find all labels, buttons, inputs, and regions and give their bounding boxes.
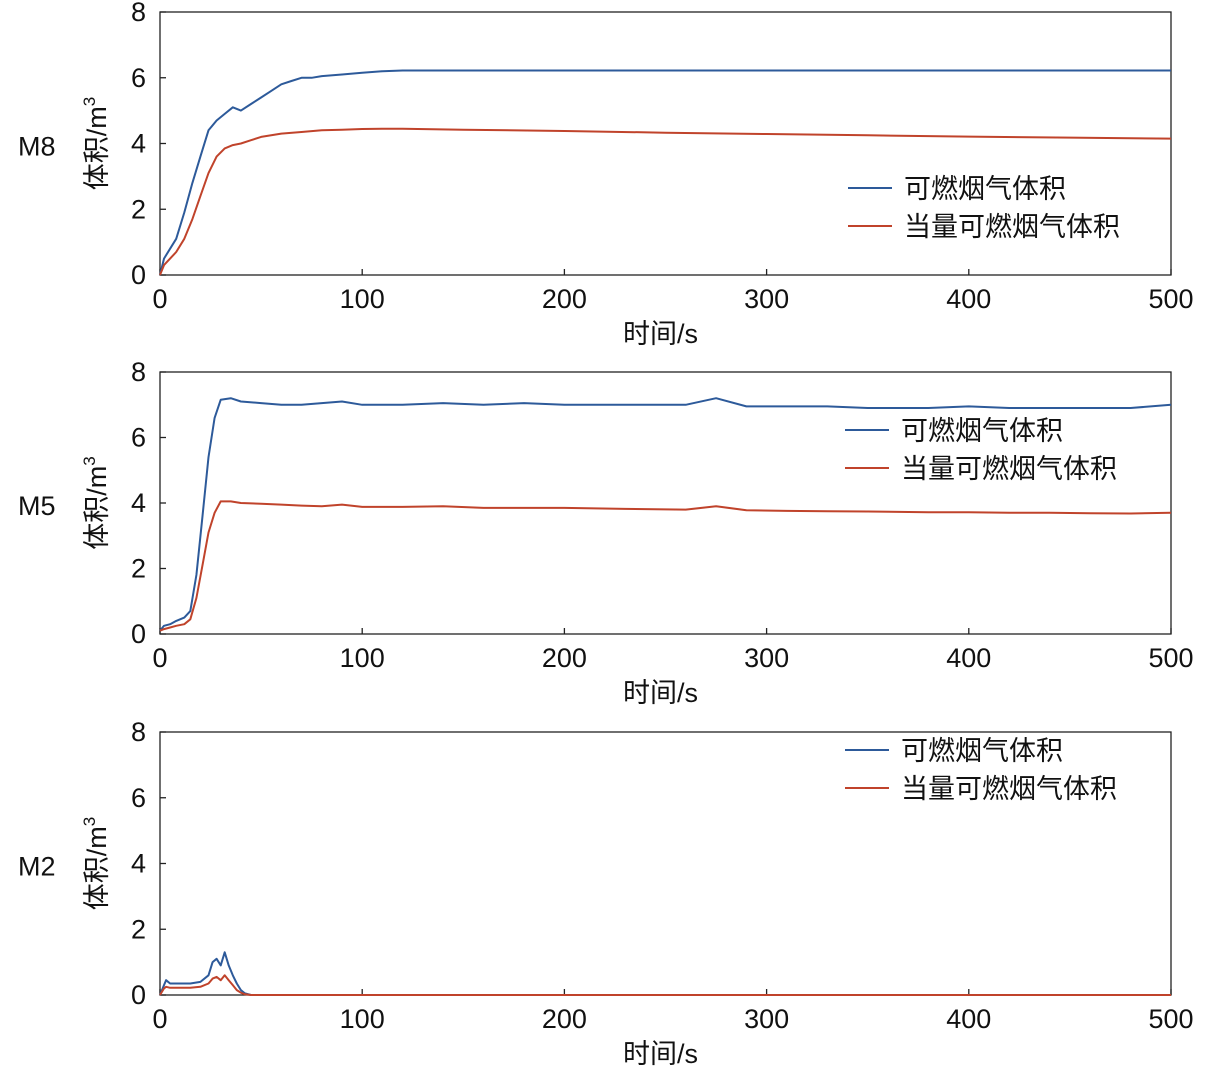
x-tick-label: 400 (946, 1004, 991, 1034)
x-tick-label: 100 (340, 1004, 385, 1034)
y-tick-label: 8 (131, 357, 146, 387)
x-axis-label: 时间/s (623, 319, 698, 349)
x-tick-label: 400 (946, 284, 991, 314)
legend-label: 当量可燃烟气体积 (904, 212, 1120, 242)
x-tick-label: 300 (744, 643, 789, 673)
y-tick-label: 6 (131, 63, 146, 93)
legend-label: 可燃烟气体积 (901, 736, 1063, 766)
chart-panel-m8: 0 100 200 300 400 500 0 2 4 6 8 时间/s 体积/m3 M8 可燃烟气体积当量… (18, 0, 1194, 349)
x-tick-label: 0 (152, 284, 167, 314)
series-line-equivalent-smoke-volume (159, 127, 1172, 276)
y-tick-label: 8 (131, 717, 146, 747)
legend-label: 当量可燃烟气体积 (901, 774, 1117, 804)
x-tick-label: 500 (1148, 1004, 1193, 1034)
y-tick-label: 2 (131, 914, 146, 944)
y-axis-label-superscript: 3 (80, 456, 99, 465)
chart-panel-m2: 0 100 200 300 400 500 0 2 4 6 8 时间/s 体积/m3 M2 可燃烟气体积当量… (18, 717, 1194, 1069)
legend-label: 可燃烟气体积 (904, 174, 1066, 204)
y-axis-label: 体积/m3 (80, 456, 112, 549)
x-tick-label: 500 (1148, 643, 1193, 673)
x-tick-label: 100 (340, 284, 385, 314)
y-tick-label: 0 (131, 619, 146, 649)
panel-label: M8 (18, 132, 56, 162)
series-line-smoke-volume (159, 397, 1172, 632)
y-tick-label: 2 (131, 554, 146, 584)
y-tick-label: 6 (131, 783, 146, 813)
panel-label: M2 (18, 852, 56, 882)
x-tick-label: 400 (946, 643, 991, 673)
x-tick-label: 300 (744, 284, 789, 314)
plot-frame (159, 731, 1172, 996)
x-tick-label: 200 (542, 643, 587, 673)
chart-panel-m5: 0 100 200 300 400 500 0 2 4 6 8 时间/s 体积/m3 M5 可燃烟气体积当量… (18, 357, 1194, 708)
y-tick-label: 2 (131, 194, 146, 224)
panel-label: M5 (18, 491, 56, 521)
series-line-equivalent-smoke-volume (159, 974, 1171, 996)
x-tick-label: 100 (340, 643, 385, 673)
x-tick-label: 300 (744, 1004, 789, 1034)
y-tick-label: 4 (131, 488, 146, 518)
y-tick-label: 4 (131, 129, 146, 159)
y-axis-label-superscript: 3 (80, 97, 99, 106)
y-tick-label: 0 (131, 260, 146, 290)
x-tick-label: 0 (152, 1004, 167, 1034)
legend-label: 当量可燃烟气体积 (901, 454, 1117, 484)
y-tick-label: 6 (131, 423, 146, 453)
series-line-smoke-volume (159, 69, 1171, 276)
series-line-smoke-volume (159, 951, 1171, 996)
y-axis-label-superscript: 3 (80, 817, 99, 826)
x-tick-label: 0 (152, 643, 167, 673)
x-tick-label: 200 (542, 284, 587, 314)
x-tick-label: 200 (542, 1004, 587, 1034)
y-tick-label: 4 (131, 849, 146, 879)
x-axis-label: 时间/s (623, 678, 698, 708)
y-tick-label: 0 (131, 980, 146, 1010)
plot-frame (159, 371, 1172, 635)
x-tick-label: 500 (1148, 284, 1193, 314)
y-axis-label: 体积/m3 (80, 817, 112, 910)
y-tick-label: 8 (131, 0, 146, 27)
x-axis-label: 时间/s (623, 1039, 698, 1069)
y-axis-label: 体积/m3 (80, 97, 112, 190)
series-line-equivalent-smoke-volume (159, 500, 1172, 632)
legend-label: 可燃烟气体积 (901, 416, 1063, 446)
